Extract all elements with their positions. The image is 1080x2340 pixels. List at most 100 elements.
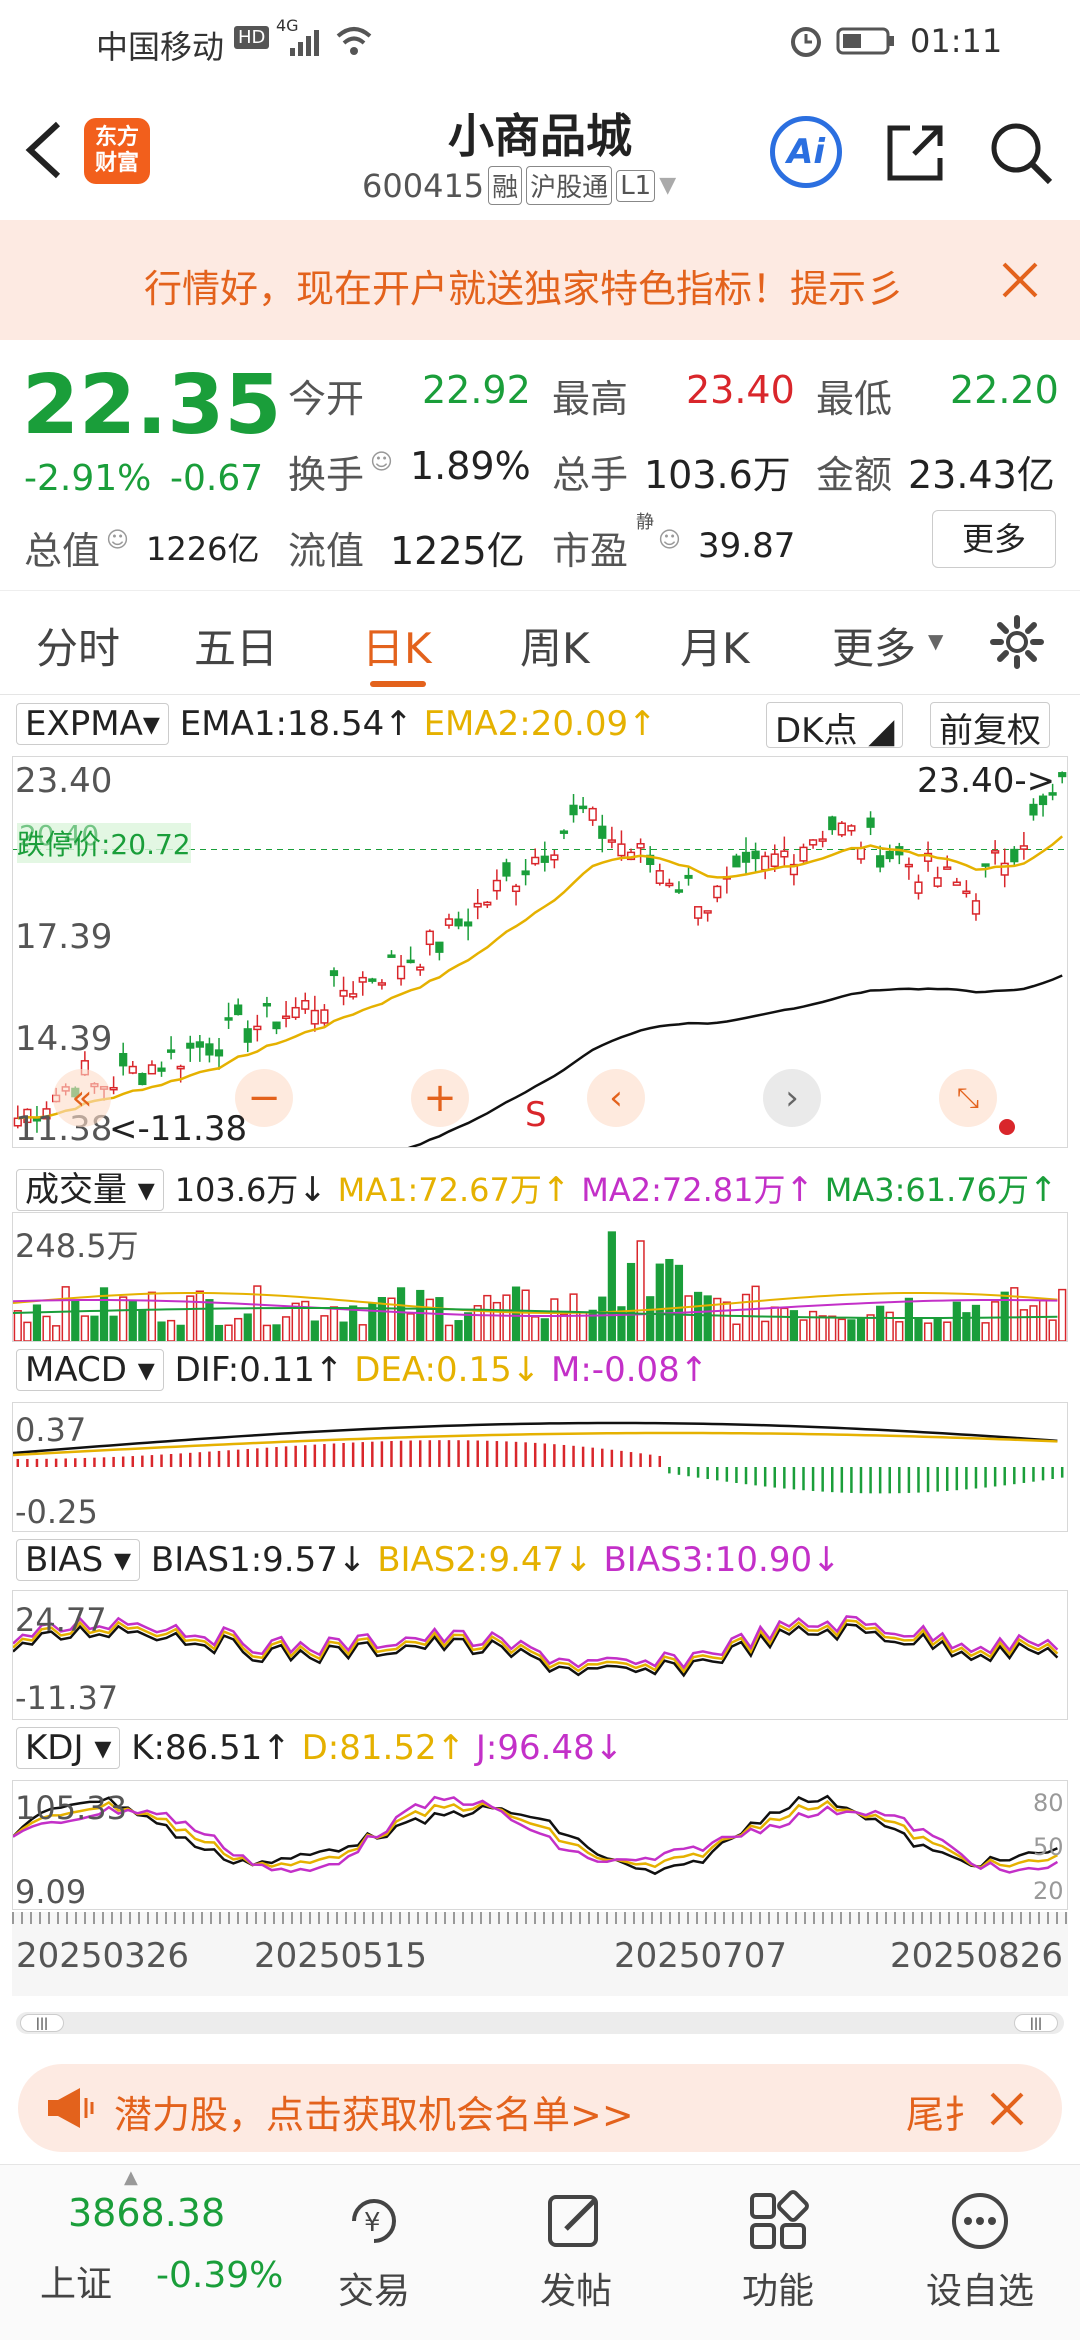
bias-panel[interactable]: 24.77 -11.37	[12, 1590, 1068, 1720]
volume-bar	[828, 1315, 837, 1341]
dif-line	[13, 1421, 1058, 1455]
zoom-in-icon[interactable]: +	[411, 1069, 469, 1127]
candle-body	[157, 1067, 166, 1072]
macd-ymin: -0.25	[15, 1493, 98, 1531]
adjust-button[interactable]: 前复权	[930, 702, 1050, 751]
volume-bar	[61, 1286, 70, 1341]
kline-panel[interactable]: 23.40 17.39 14.39 11.38 23.40-> <-11.38 …	[12, 756, 1068, 1149]
volume-bar	[464, 1312, 473, 1341]
volume-bar	[71, 1300, 80, 1341]
kdj-svg	[13, 1794, 1059, 1876]
tab-five-day[interactable]: 五日	[194, 624, 279, 673]
wifi-icon	[336, 27, 372, 55]
index-name[interactable]: 上证	[40, 2264, 113, 2305]
candle-body	[234, 1004, 243, 1016]
amount-value: 23.43亿	[908, 453, 1055, 497]
bias-line-3	[13, 1615, 1059, 1670]
volume-bar	[454, 1320, 463, 1341]
candle-body	[502, 862, 511, 877]
macd-panel[interactable]: 0.37 -0.25	[12, 1402, 1068, 1532]
candle-body	[799, 846, 808, 862]
candle-body	[655, 870, 664, 884]
zoom-out-icon[interactable]: −	[235, 1069, 293, 1127]
candle-body	[473, 902, 482, 908]
vol-ma1-line	[13, 1292, 1058, 1314]
volume-bar	[416, 1289, 425, 1341]
back-arrow-icon[interactable]	[20, 120, 68, 180]
close-icon[interactable]	[1000, 260, 1040, 300]
tab-daily-k[interactable]: 日K	[362, 624, 432, 673]
network-label: 4G	[276, 16, 299, 35]
low-marker: <-11.38	[109, 1109, 248, 1149]
volume-bar	[971, 1304, 981, 1341]
candle-body	[598, 825, 607, 839]
indicator-select-expma[interactable]: EXPMA▾	[16, 703, 169, 745]
chart-scrollbar[interactable]: ||| |||	[16, 2012, 1064, 2034]
candle-body	[253, 1025, 262, 1031]
bias2: BIAS2:9.47	[377, 1540, 565, 1580]
candle-body	[511, 885, 521, 893]
candle-body	[281, 1015, 291, 1019]
dk-point-button[interactable]: DK点 ◢	[766, 702, 904, 751]
next-icon[interactable]: ›	[763, 1069, 821, 1127]
nav-function[interactable]: 功能	[708, 2189, 848, 2314]
volume-panel[interactable]: 248.5万	[12, 1212, 1068, 1342]
macd-svg	[13, 1421, 1064, 1494]
candle-body	[166, 1049, 176, 1053]
volume-bar	[234, 1317, 243, 1341]
candle-body	[291, 1006, 300, 1019]
candle-body	[943, 866, 952, 870]
candle-body	[770, 853, 779, 868]
hd-icon: HD	[234, 26, 270, 49]
high-value: 23.40	[686, 368, 795, 412]
indicator-select-kdj[interactable]: KDJ ▾	[16, 1727, 121, 1769]
index-change[interactable]: -0.39%	[156, 2255, 284, 2296]
stock-meta: 600415 融 沪股通 L1 ▼	[362, 166, 676, 205]
chevron-down-icon[interactable]: ▼	[659, 173, 677, 198]
nav-watchlist-label: 设自选	[925, 2271, 1034, 2312]
share-icon[interactable]	[884, 122, 946, 184]
volume-bar	[952, 1301, 961, 1341]
volume-bar	[799, 1319, 808, 1341]
nav-watchlist[interactable]: 设自选	[910, 2189, 1050, 2314]
more-button[interactable]: 更多	[932, 510, 1056, 568]
promo-bar[interactable]: 潜力股，点击获取机会名单>> 尾扌	[18, 2064, 1062, 2152]
nav-trade-label: 交易	[337, 2271, 410, 2312]
prev-icon[interactable]: ‹	[587, 1069, 645, 1127]
fullscreen-icon[interactable]: ⤡	[939, 1069, 997, 1127]
volume-bar	[617, 1306, 626, 1341]
kdj-line-2	[13, 1800, 1058, 1870]
volume-bar	[722, 1301, 731, 1341]
promo-banner[interactable]: 行情好，现在开户就送独家特色指标！提示彡	[0, 220, 1080, 340]
candle-body	[808, 839, 818, 846]
pe-static-mark: 静	[636, 512, 654, 533]
settings-gear-icon[interactable]	[990, 615, 1044, 669]
info-icon[interactable]: ☺	[106, 528, 129, 553]
signal-dot	[999, 1119, 1015, 1135]
info-icon[interactable]: ☺	[370, 450, 393, 475]
tab-weekly-k[interactable]: 周K	[520, 624, 590, 673]
change-amount: -0.67	[170, 458, 264, 499]
tab-intraday[interactable]: 分时	[36, 624, 121, 673]
scroll-handle-right[interactable]: |||	[1014, 2014, 1058, 2032]
tab-monthly-k[interactable]: 月K	[680, 624, 750, 673]
scroll-handle-left[interactable]: |||	[20, 2014, 64, 2032]
rewind-icon[interactable]: «	[53, 1069, 111, 1127]
ai-icon[interactable]: Ai	[770, 116, 842, 188]
volume-bar	[358, 1324, 367, 1341]
indicator-select-volume[interactable]: 成交量 ▾	[16, 1169, 164, 1211]
kdj-panel[interactable]: 105.33 9.09 80 50 20	[12, 1780, 1068, 1911]
indicator-select-macd[interactable]: MACD ▾	[16, 1349, 164, 1391]
tab-more[interactable]: 更多	[832, 624, 917, 673]
search-icon[interactable]	[988, 120, 1054, 186]
dropdown-triangle-icon[interactable]: ▼	[928, 629, 944, 653]
index-value[interactable]: 3868.38	[68, 2191, 226, 2235]
info-icon[interactable]: ☺	[658, 528, 681, 553]
nav-post[interactable]: 发帖	[506, 2189, 646, 2314]
indicator-select-bias[interactable]: BIAS ▾	[16, 1539, 141, 1581]
volume-bar	[243, 1313, 252, 1341]
high-label: 最高	[552, 377, 629, 421]
close-icon[interactable]	[988, 2090, 1026, 2128]
candle-body	[588, 807, 597, 821]
nav-trade[interactable]: ¥ 交易	[304, 2189, 444, 2314]
